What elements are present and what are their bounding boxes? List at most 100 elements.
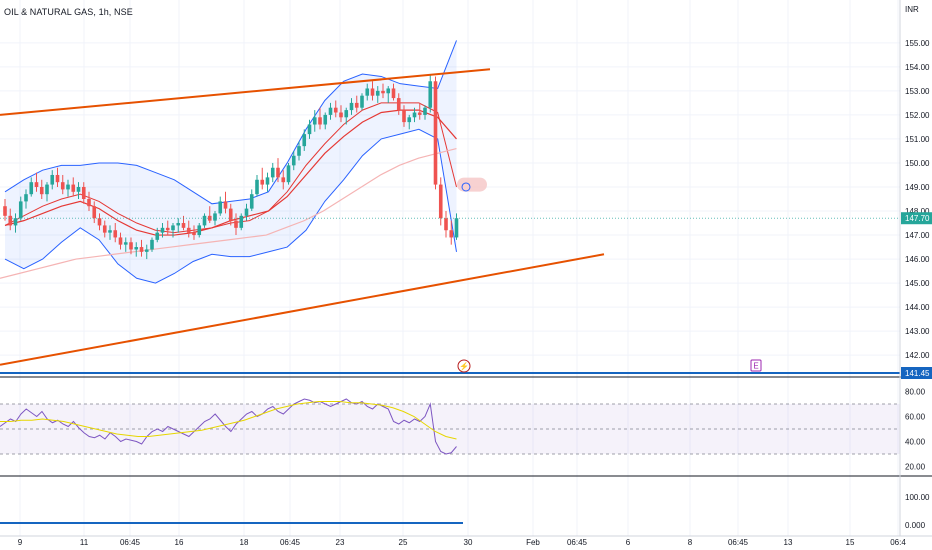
earnings-marker: [750, 359, 762, 372]
candle-body: [249, 194, 254, 209]
candle-body: [428, 81, 433, 108]
ma-long-line: [0, 147, 457, 279]
candle-body: [129, 242, 133, 250]
time-tick-label: 06:4: [890, 538, 906, 547]
candle-body: [318, 117, 322, 125]
pane3-tick-label: 0.000: [905, 521, 926, 530]
time-tick-label: 6: [626, 538, 631, 547]
channel-upper-line: [0, 68, 491, 116]
candle-body: [87, 199, 91, 207]
time-tick-label: 16: [175, 538, 184, 547]
horizontal-line-badge: [901, 367, 932, 379]
candle-body: [234, 220, 238, 228]
candle-body: [81, 186, 86, 199]
trend-channel[interactable]: [0, 68, 605, 366]
candle-body: [213, 213, 217, 221]
candle-body: [323, 114, 328, 125]
rsi-tick-label: 80.00: [905, 388, 926, 397]
candle-body: [29, 182, 34, 195]
price-tick-label: 146.00: [905, 255, 930, 264]
price-tick-label: 154.00: [905, 63, 930, 72]
time-tick-label: 18: [240, 538, 249, 547]
candle-body: [50, 174, 55, 185]
candle-body: [312, 117, 317, 125]
time-tick-label: 30: [464, 538, 473, 547]
candle-body: [3, 206, 7, 216]
candle-body: [344, 110, 349, 118]
candle-body: [402, 110, 406, 123]
currency-label: INR: [905, 5, 919, 14]
price-tick-label: 155.00: [905, 39, 930, 48]
channel-lower-line: [0, 253, 605, 366]
price-tick-label: 153.00: [905, 87, 930, 96]
rsi-tick-label: 60.00: [905, 413, 926, 422]
candle-body: [207, 215, 212, 221]
candle-body: [239, 215, 244, 228]
candle-body: [60, 182, 65, 190]
rsi-tick-label: 20.00: [905, 463, 926, 472]
price-tick-label: 144.00: [905, 303, 930, 312]
candle-body: [333, 107, 338, 113]
candle-body: [192, 232, 196, 236]
third-pane: 100.00 0.000: [0, 493, 930, 530]
candle-body: [339, 112, 343, 118]
bollinger-upper: [4, 40, 457, 205]
candle-body: [444, 218, 448, 231]
time-tick-label: 06:45: [728, 538, 749, 547]
lightning-icon: [457, 359, 471, 373]
candle-body: [45, 184, 49, 195]
time-axis[interactable]: 9 11 06:45 16 18 06:45 23 25 30 Feb 06:45 6 8 06:45 13…: [0, 535, 932, 547]
bollinger-lower: [4, 128, 457, 284]
time-tick-label: 06:45: [280, 538, 301, 547]
candle-body: [134, 247, 139, 250]
candle-body: [24, 194, 28, 202]
candle-body: [433, 81, 438, 185]
time-tick-label: Feb: [526, 538, 540, 547]
candle-body: [8, 215, 13, 226]
candle-body: [118, 237, 123, 245]
candle-body: [228, 208, 233, 221]
candle-body: [360, 95, 364, 108]
rsi-ma-line: [0, 401, 457, 440]
price-tick-label: 147.00: [905, 231, 930, 240]
horizontal-line-label: 141.45: [905, 369, 930, 378]
candle-body: [412, 112, 417, 118]
candle-body: [223, 201, 228, 209]
candle-body: [286, 165, 291, 183]
candle-body: [155, 232, 160, 240]
candle-body: [391, 88, 396, 99]
price-tick-label: 142.00: [905, 351, 930, 360]
candle-body: [123, 242, 128, 245]
candle-body: [108, 230, 112, 233]
candle-body: [349, 102, 354, 111]
price-tick-label: 145.00: [905, 279, 930, 288]
candle-body: [423, 107, 427, 115]
candle-body: [71, 184, 76, 192]
rsi-pane: 80.00 60.00 40.00 20.00: [0, 388, 926, 472]
time-tick-label: 8: [688, 538, 693, 547]
candle-body: [165, 227, 170, 231]
candle-body: [18, 201, 23, 219]
price-axis[interactable]: INR 155.00 154.00 153.00 152.00 151.00 150.00 1…: [899, 0, 932, 536]
candlestick-series: [3, 74, 459, 260]
time-tick-label: 06:45: [567, 538, 588, 547]
candle-body: [102, 225, 107, 233]
candle-body: [407, 117, 412, 123]
candle-body: [186, 227, 191, 233]
candle-body: [34, 182, 39, 187]
candle-body: [260, 179, 265, 185]
candle-body: [255, 179, 259, 195]
candle-body: [39, 186, 44, 195]
price-tick-label: 150.00: [905, 159, 930, 168]
rsi-tick-label: 40.00: [905, 438, 926, 447]
last-price-badge: [901, 212, 932, 225]
candle-body: [97, 218, 102, 226]
candle-body: [76, 186, 81, 192]
time-tick-label: 23: [336, 538, 345, 547]
candle-body: [218, 201, 223, 214]
candle-body: [375, 90, 380, 96]
candle-body: [171, 225, 175, 231]
candle-body: [354, 102, 359, 108]
price-tick-label: 149.00: [905, 183, 930, 192]
